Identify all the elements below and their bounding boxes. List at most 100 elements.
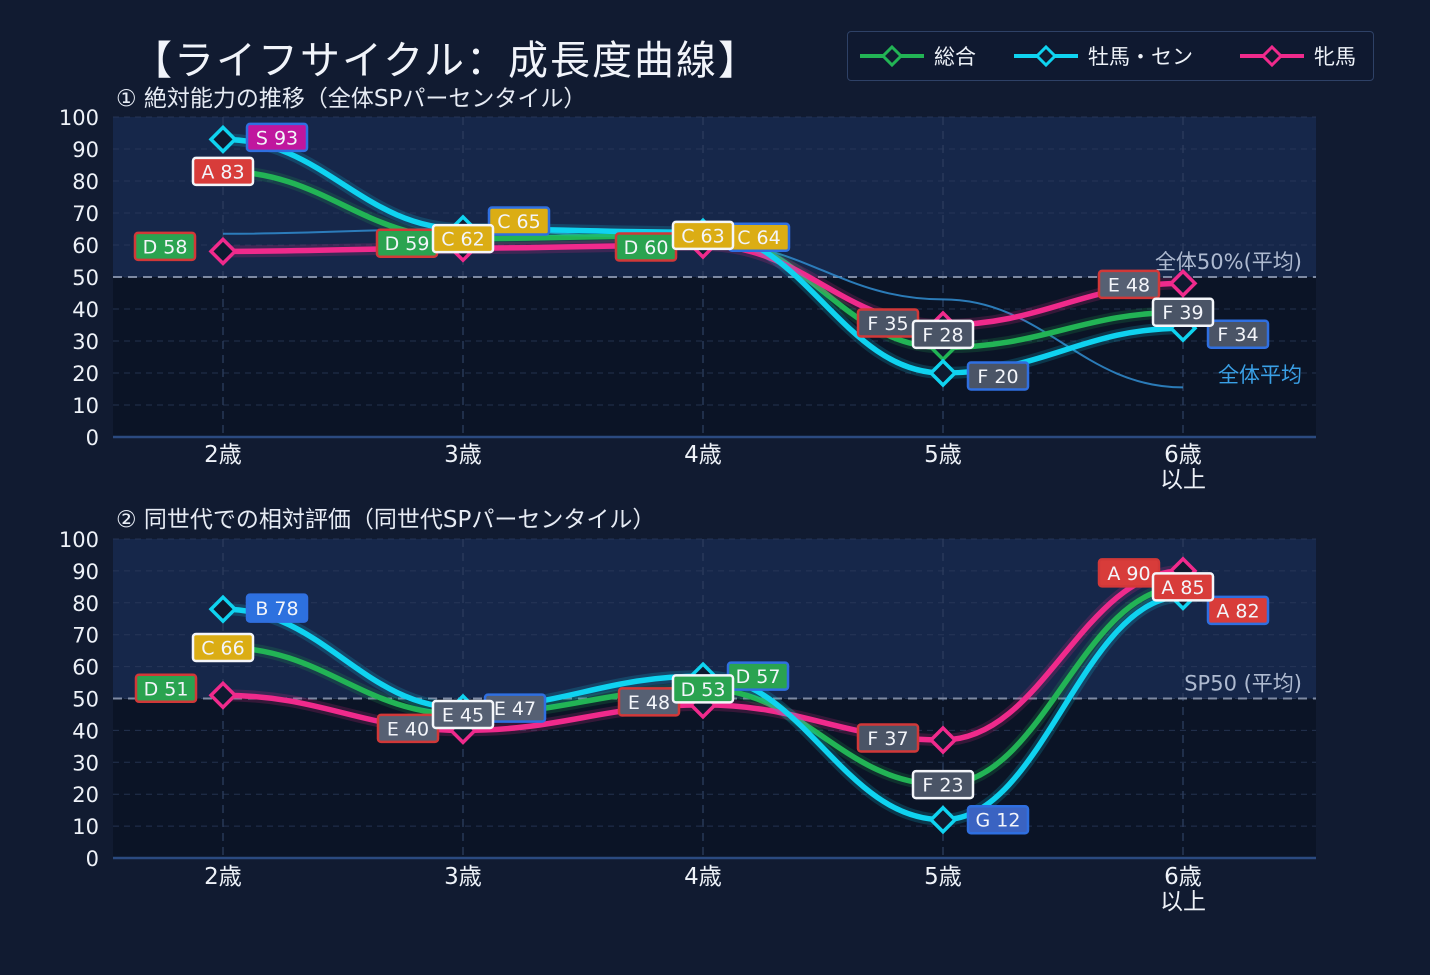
data-label: A 90 xyxy=(1097,558,1161,588)
legend-item-overall: 総合 xyxy=(860,32,976,79)
data-label: C 66 xyxy=(191,632,255,663)
y-tick-label: 80 xyxy=(72,592,99,616)
data-label-text: S 93 xyxy=(256,127,298,149)
y-tick-label: 20 xyxy=(72,362,99,386)
data-label: F 35 xyxy=(856,308,920,338)
data-label-box xyxy=(133,231,197,262)
data-label-text: E 48 xyxy=(1108,274,1150,296)
data-label: G 12 xyxy=(966,804,1030,835)
data-label-text: A 90 xyxy=(1107,563,1150,585)
data-label-text: B 78 xyxy=(255,598,298,620)
data-label-text: D 59 xyxy=(385,233,430,255)
y-tick-label: 20 xyxy=(72,783,99,807)
x-tick-label: 以上 xyxy=(1160,889,1206,915)
data-label-box xyxy=(245,122,309,153)
average-series-label: 全体平均 xyxy=(1218,363,1302,387)
data-label: D 51 xyxy=(134,673,198,704)
data-label: F 34 xyxy=(1206,319,1270,349)
y-tick-label: 70 xyxy=(72,202,99,226)
data-label-text: E 45 xyxy=(442,704,484,726)
data-label: D 57 xyxy=(726,661,790,691)
data-label: E 45 xyxy=(431,699,495,730)
data-label: F 37 xyxy=(856,723,920,753)
x-tick-label: 6歳 xyxy=(1164,442,1202,468)
x-tick-label: 3歳 xyxy=(444,864,482,890)
y-tick-label: 40 xyxy=(72,719,99,743)
data-label-box xyxy=(134,673,198,704)
data-point-marker xyxy=(928,358,958,388)
data-label-text: F 23 xyxy=(922,775,963,797)
reference-line-label: SP50 (平均) xyxy=(1184,672,1302,696)
y-tick-label: 50 xyxy=(72,266,99,290)
plot-background-lower xyxy=(113,698,1316,858)
legend-swatch-female-icon xyxy=(1240,44,1304,67)
data-label: E 47 xyxy=(483,693,547,723)
data-label: D 53 xyxy=(671,674,735,704)
y-tick-label: 10 xyxy=(72,815,99,839)
x-tick-label: 2歳 xyxy=(204,864,242,890)
data-label-box xyxy=(671,220,735,251)
data-label-box xyxy=(431,699,495,730)
x-tick-label: 5歳 xyxy=(924,442,962,468)
data-label: F 23 xyxy=(911,769,975,800)
y-tick-label: 50 xyxy=(72,688,99,712)
data-point-marker xyxy=(928,805,958,835)
data-point-marker xyxy=(208,594,238,624)
data-label-box xyxy=(966,361,1030,391)
data-label-text: C 64 xyxy=(737,227,780,249)
y-tick-label: 60 xyxy=(72,656,99,680)
data-label-text: E 47 xyxy=(494,698,536,720)
y-tick-label: 40 xyxy=(72,298,99,322)
data-label-text: D 60 xyxy=(624,237,669,259)
y-tick-label: 80 xyxy=(72,170,99,194)
data-label-box xyxy=(191,632,255,663)
legend-item-male: 牡馬・セン xyxy=(1014,32,1193,79)
data-label-box xyxy=(1206,595,1270,626)
data-label-text: A 82 xyxy=(1216,600,1259,622)
y-tick-label: 100 xyxy=(59,528,99,552)
y-tick-label: 90 xyxy=(72,138,99,162)
data-label-box xyxy=(911,319,975,350)
y-tick-label: 30 xyxy=(72,751,99,775)
data-label: A 85 xyxy=(1151,572,1215,602)
x-tick-label: 3歳 xyxy=(444,442,482,468)
data-label-box xyxy=(1206,319,1270,349)
data-label-text: F 28 xyxy=(922,324,963,346)
data-label-box xyxy=(671,674,735,704)
series-line-1 xyxy=(220,584,1186,788)
data-label: C 62 xyxy=(431,223,495,254)
data-label-box xyxy=(856,723,920,753)
data-label: F 28 xyxy=(911,319,975,350)
legend-item-female: 牝馬 xyxy=(1240,32,1356,79)
y-tick-label: 70 xyxy=(72,624,99,648)
legend-label-female: 牝馬 xyxy=(1314,44,1356,69)
data-label-text: E 40 xyxy=(387,718,429,740)
data-label-text: C 65 xyxy=(497,211,540,233)
data-point-marker xyxy=(1168,268,1198,298)
data-point-marker xyxy=(208,124,238,154)
x-tick-label: 6歳 xyxy=(1164,864,1202,890)
y-tick-label: 0 xyxy=(86,847,99,871)
panel-2-title: ② 同世代での相対評価（同世代SPパーセンタイル） xyxy=(116,507,656,533)
x-tick-label: 以上 xyxy=(1160,467,1206,493)
legend-label-overall: 総合 xyxy=(934,44,976,69)
y-tick-label: 30 xyxy=(72,330,99,354)
data-label: A 82 xyxy=(1206,595,1270,626)
data-label-box xyxy=(1097,269,1161,300)
data-label: A 83 xyxy=(191,156,255,187)
data-label: F 20 xyxy=(966,361,1030,391)
data-label-box xyxy=(911,769,975,800)
data-label-text: A 85 xyxy=(1161,577,1204,599)
data-label-text: D 53 xyxy=(681,679,726,701)
data-label-text: C 62 xyxy=(441,229,484,251)
panel-1-title: ① 絶対能力の推移（全体SPパーセンタイル） xyxy=(116,86,587,112)
data-label-box xyxy=(1151,572,1215,602)
data-label: S 93 xyxy=(245,122,309,153)
x-tick-label: 4歳 xyxy=(684,864,722,890)
legend: 総合 牡馬・セン 牝馬 xyxy=(847,31,1374,81)
data-label: B 78 xyxy=(245,593,309,623)
data-label: D 59 xyxy=(375,228,439,258)
data-label: E 48 xyxy=(617,687,681,717)
data-label: C 63 xyxy=(671,220,735,251)
